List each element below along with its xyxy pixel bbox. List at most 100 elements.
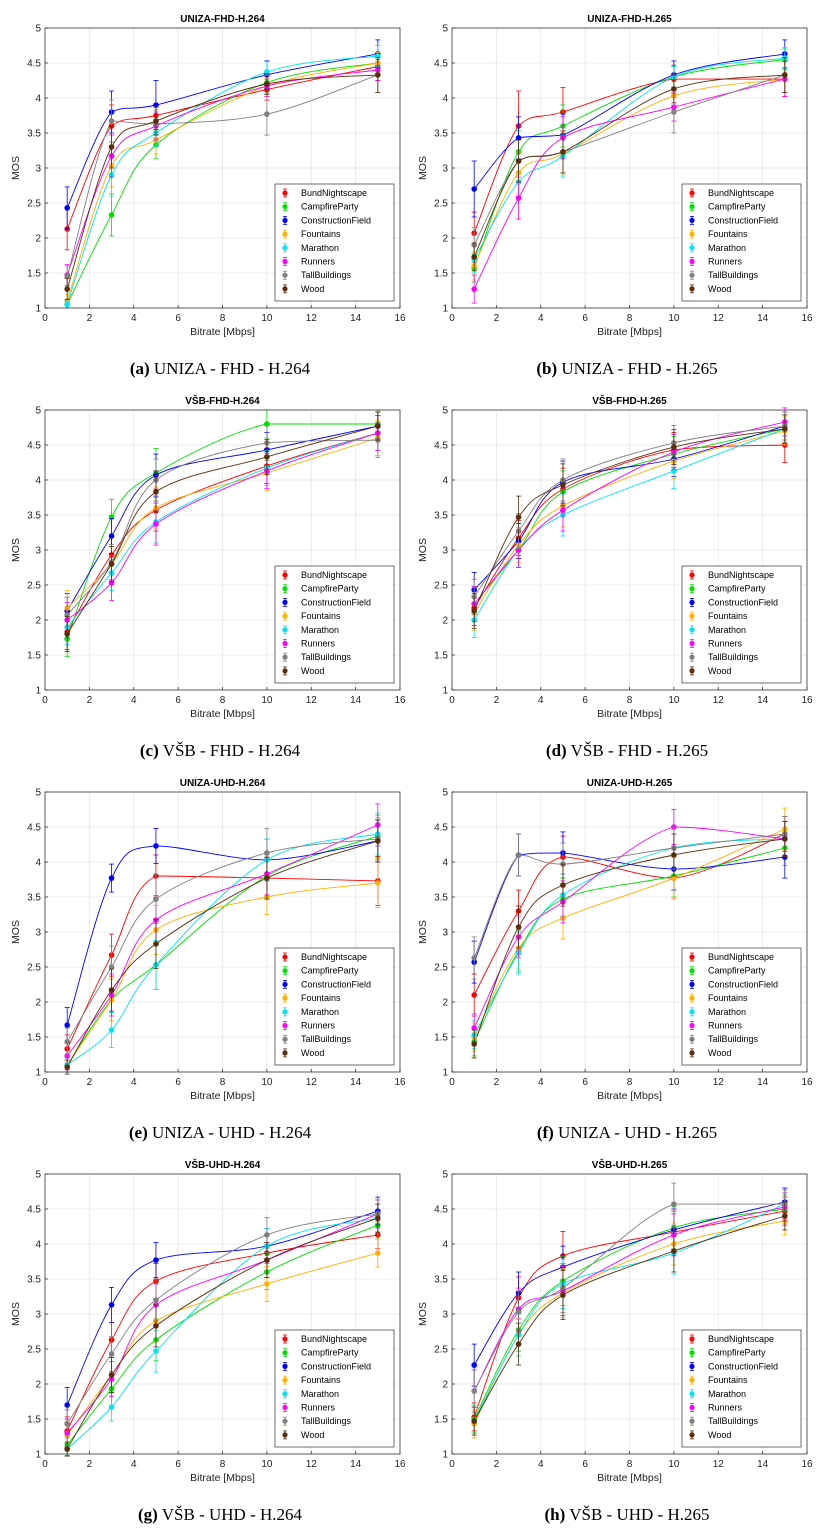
- legend-label: CampfireParty: [301, 1348, 359, 1358]
- caption-text: UNIZA - FHD - H.264: [154, 359, 311, 378]
- y-axis-label: MOS: [10, 538, 22, 562]
- legend-item: TallBuildings: [689, 270, 759, 280]
- legend-label: CampfireParty: [708, 584, 766, 594]
- series-line-TallBuildings: [473, 833, 785, 959]
- x-tick-label: 16: [801, 313, 813, 324]
- x-tick-label: 0: [449, 313, 455, 324]
- x-tick-label: 2: [494, 1459, 500, 1470]
- data-point: [515, 514, 522, 520]
- legend-marker: [689, 217, 695, 223]
- chart-title: UNIZA-UHD-H.264: [180, 778, 266, 789]
- y-tick-label: 3.5: [27, 511, 41, 522]
- caption-tag: (e): [129, 1123, 148, 1142]
- y-tick-label: 1: [442, 1068, 448, 1079]
- data-point: [64, 1039, 70, 1045]
- y-tick-label: 3.5: [434, 893, 448, 904]
- legend-label: Wood: [708, 1430, 731, 1440]
- y-tick-label: 2: [35, 1380, 41, 1391]
- legend-marker: [689, 286, 695, 292]
- x-tick-label: 8: [220, 313, 226, 324]
- x-tick-label: 8: [220, 1459, 226, 1470]
- legend-marker: [282, 1350, 288, 1356]
- legend-item: BundNightscape: [282, 952, 367, 962]
- data-point: [560, 149, 566, 155]
- y-tick-label: 3: [442, 164, 448, 175]
- series-line-CampfireParty: [473, 428, 785, 605]
- x-tick-label: 12: [713, 1077, 725, 1088]
- legend: BundNightscape CampfireParty ConstructionF…: [274, 183, 395, 302]
- y-tick-label: 3.5: [27, 893, 41, 904]
- series-line-Fountains: [473, 430, 785, 614]
- x-tick-label: 0: [42, 313, 48, 324]
- chart-title: VŠB-UHD-H.264: [185, 1158, 261, 1171]
- legend-item: Runners: [689, 257, 743, 267]
- legend-item: Marathon: [282, 1007, 339, 1017]
- legend-marker: [689, 954, 695, 960]
- legend: BundNightscape CampfireParty ConstructionF…: [274, 565, 395, 684]
- x-tick-label: 2: [494, 695, 500, 706]
- legend-item: CampfireParty: [689, 1348, 766, 1358]
- y-tick-label: 1.5: [434, 651, 448, 662]
- legend-marker: [689, 968, 695, 974]
- y-tick-label: 4.5: [434, 59, 448, 70]
- data-point: [515, 135, 522, 141]
- data-point: [671, 852, 677, 858]
- legend-item: Marathon: [689, 1389, 746, 1399]
- legend-item: BundNightscape: [282, 1334, 367, 1344]
- y-axis-label: MOS: [10, 156, 22, 180]
- data-point: [264, 454, 270, 460]
- legend-label: ConstructionField: [301, 979, 371, 989]
- legend-marker: [282, 1022, 288, 1029]
- series-line-CampfireParty: [66, 1224, 378, 1446]
- x-tick-label: 12: [713, 695, 725, 706]
- x-tick-label: 14: [757, 695, 769, 706]
- legend-marker: [689, 1009, 695, 1015]
- legend-item: Runners: [282, 257, 336, 267]
- data-point: [264, 1257, 270, 1263]
- data-point: [375, 838, 381, 844]
- caption-text: UNIZA - FHD - H.265: [561, 359, 717, 378]
- data-point: [471, 1041, 477, 1047]
- data-point: [64, 1421, 70, 1427]
- x-tick-label: 2: [87, 313, 93, 324]
- y-axis-label: MOS: [10, 1302, 22, 1326]
- legend-label: Wood: [301, 1048, 324, 1058]
- y-tick-label: 4: [442, 858, 448, 869]
- series-line-Runners: [66, 824, 378, 1057]
- x-tick-label: 10: [668, 1077, 680, 1088]
- legend-item: Wood: [689, 1048, 731, 1058]
- legend-item: BundNightscape: [689, 1334, 774, 1344]
- legend-label: Fountains: [301, 229, 341, 239]
- legend-label: CampfireParty: [301, 966, 359, 976]
- legend-item: ConstructionField: [282, 1361, 371, 1371]
- y-tick-label: 4.5: [27, 441, 41, 452]
- caption-text: UNIZA - UHD - H.264: [152, 1123, 312, 1142]
- y-tick-label: 1.5: [27, 1033, 41, 1044]
- legend-label: TallBuildings: [301, 270, 352, 280]
- caption-tag: (d): [546, 741, 567, 760]
- data-point: [108, 1351, 115, 1357]
- legend-item: ConstructionField: [689, 597, 778, 607]
- legend-item: Fountains: [689, 611, 748, 621]
- legend-label: Runners: [301, 639, 336, 649]
- x-tick-label: 2: [494, 313, 500, 324]
- y-tick-label: 3.5: [27, 1275, 41, 1286]
- legend-label: TallBuildings: [708, 652, 759, 662]
- series-line-Runners: [473, 421, 785, 605]
- y-axis-label: MOS: [10, 920, 22, 944]
- legend-label: Wood: [708, 1048, 731, 1058]
- x-tick-label: 12: [306, 1077, 318, 1088]
- data-point: [153, 1323, 159, 1329]
- legend-marker: [282, 272, 288, 278]
- subfigure-caption: (f) UNIZA - UHD - H.265: [537, 1123, 717, 1142]
- x-tick-label: 4: [131, 695, 137, 706]
- legend-item: CampfireParty: [689, 202, 766, 212]
- legend-box: [681, 947, 802, 1066]
- chart-title: UNIZA-UHD-H.265: [587, 778, 673, 789]
- x-tick-label: 0: [42, 695, 48, 706]
- legend-item: CampfireParty: [282, 584, 359, 594]
- data-point: [108, 118, 115, 124]
- legend-item: Fountains: [689, 993, 748, 1003]
- legend-marker: [689, 1432, 695, 1438]
- data-point: [671, 86, 677, 92]
